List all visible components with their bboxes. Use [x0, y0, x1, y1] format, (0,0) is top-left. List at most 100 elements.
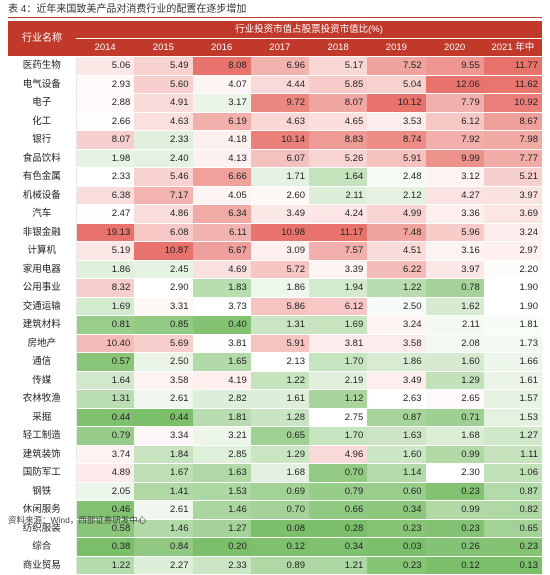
allocation-table: 行业名称 行业投资市值占股票投资市值比(%) 2014 2015 2016 2017 2… [8, 21, 542, 575]
value-cell: 1.29 [250, 445, 309, 464]
industry-name-cell: 食品饮料 [8, 149, 77, 168]
table-row: 电气设备 2.93 5.60 4.07 4.44 5.85 5.04 12.06 11.62 [8, 75, 542, 94]
value-cell: 0.89 [250, 556, 309, 575]
value-cell: 3.49 [250, 204, 309, 224]
value-cell: 3.16 [425, 241, 484, 261]
industry-name-cell: 通信 [8, 352, 77, 372]
table-row: 交通运输 1.69 3.31 3.73 5.86 6.12 2.50 1.62 1.90 [8, 297, 542, 316]
value-cell: 8.08 [192, 56, 251, 76]
value-cell: 2.82 [192, 389, 251, 409]
value-cell: 0.34 [309, 537, 368, 557]
year-header: 2019 [367, 38, 426, 57]
value-cell: 0.70 [250, 500, 309, 520]
value-cell: 2.33 [76, 167, 135, 187]
value-cell: 4.65 [309, 112, 368, 131]
value-cell: 6.07 [250, 149, 309, 168]
value-cell: 3.39 [309, 260, 368, 279]
value-cell: 2.65 [425, 389, 484, 409]
industry-name-cell: 综合 [8, 537, 77, 557]
value-cell: 2.97 [483, 241, 542, 261]
value-cell: 6.67 [192, 241, 251, 261]
value-cell: 0.40 [192, 315, 251, 335]
industry-name-cell: 纺织服装 [8, 519, 77, 538]
value-cell: 4.13 [192, 149, 251, 168]
value-cell: 7.92 [425, 130, 484, 150]
table-row: 建筑材料 0.81 0.85 0.40 1.31 1.69 3.24 2.11 1.81 [8, 315, 542, 335]
value-cell: 2.40 [134, 149, 193, 168]
table-row: 有色金属 2.33 5.46 6.66 1.71 1.64 2.48 3.12 5.21 [8, 167, 542, 187]
year-header: 2020 [425, 38, 484, 57]
value-cell: 1.62 [425, 297, 484, 316]
value-cell: 0.70 [309, 463, 368, 483]
value-cell: 0.69 [250, 482, 309, 501]
value-cell: 4.18 [192, 130, 251, 150]
industry-name-cell: 商业贸易 [8, 556, 77, 575]
value-cell: 1.60 [367, 445, 426, 464]
value-cell: 0.23 [483, 537, 542, 557]
value-cell: 3.69 [483, 204, 542, 224]
value-cell: 0.38 [76, 537, 135, 557]
table-row: 医药生物 5.06 5.49 8.08 6.96 5.17 7.52 9.55 11.77 [8, 56, 542, 76]
industry-name-cell: 电气设备 [8, 75, 77, 94]
value-cell: 0.66 [309, 500, 368, 520]
value-cell: 1.22 [250, 371, 309, 390]
value-cell: 1.71 [250, 167, 309, 187]
value-cell: 4.19 [192, 371, 251, 390]
year-header: 2016 [192, 38, 251, 57]
value-cell: 4.91 [134, 93, 193, 113]
value-cell: 1.57 [483, 389, 542, 409]
table-row: 采掘 0.44 0.44 1.81 1.28 2.75 0.87 0.71 1.53 [8, 408, 542, 427]
value-cell: 12.06 [425, 75, 484, 94]
value-cell: 2.12 [367, 186, 426, 205]
table-row: 钢铁 2.05 1.41 1.53 0.69 0.79 0.60 0.23 0.87 [8, 482, 542, 501]
value-cell: 0.65 [483, 519, 542, 538]
value-cell: 1.12 [309, 389, 368, 409]
value-cell: 1.11 [483, 445, 542, 464]
value-cell: 0.12 [250, 537, 309, 557]
value-cell: 2.11 [309, 186, 368, 205]
value-cell: 5.85 [309, 75, 368, 94]
value-cell: 1.68 [250, 463, 309, 483]
industry-name-cell: 房地产 [8, 334, 77, 353]
table-row: 综合 0.38 0.84 0.20 0.12 0.34 0.03 0.26 0.23 [8, 537, 542, 557]
value-cell: 1.86 [76, 260, 135, 279]
value-cell: 4.44 [250, 75, 309, 94]
value-cell: 2.88 [76, 93, 135, 113]
industry-name-cell: 农林牧渔 [8, 389, 77, 409]
value-cell: 3.81 [192, 334, 251, 353]
value-cell: 2.66 [76, 112, 135, 131]
value-cell: 4.63 [250, 112, 309, 131]
value-cell: 1.98 [76, 149, 135, 168]
value-cell: 3.49 [367, 371, 426, 390]
industry-name-cell: 电子 [8, 93, 77, 113]
industry-name-cell: 轻工制造 [8, 426, 77, 446]
value-cell: 0.44 [134, 408, 193, 427]
value-cell: 6.12 [309, 297, 368, 316]
value-cell: 2.05 [76, 482, 135, 501]
value-cell: 2.75 [309, 408, 368, 427]
year-header: 2015 [134, 38, 193, 57]
table-row: 计算机 5.19 10.87 6.67 3.09 7.57 4.51 3.16 2.97 [8, 241, 542, 261]
value-cell: 8.07 [309, 93, 368, 113]
table-row: 家用电器 1.86 2.45 4.69 5.72 3.39 6.22 3.97 2.20 [8, 260, 542, 279]
title-divider [8, 17, 542, 18]
value-cell: 7.57 [309, 241, 368, 261]
table-row: 电子 2.88 4.91 3.17 9.72 8.07 10.12 7.79 10.92 [8, 93, 542, 113]
industry-name-cell: 国防军工 [8, 463, 77, 483]
value-cell: 7.98 [483, 130, 542, 150]
value-cell: 1.66 [483, 352, 542, 372]
table-row: 房地产 10.40 5.69 3.81 5.91 3.81 3.58 2.08 1.73 [8, 334, 542, 353]
value-cell: 10.40 [76, 334, 135, 353]
value-cell: 1.63 [192, 463, 251, 483]
value-cell: 1.70 [309, 352, 368, 372]
value-cell: 0.26 [425, 537, 484, 557]
table-row: 通信 0.57 2.50 1.65 2.13 1.70 1.86 1.60 1.66 [8, 352, 542, 372]
industry-name-cell: 银行 [8, 130, 77, 150]
value-cell: 2.90 [134, 278, 193, 298]
value-cell: 1.69 [309, 315, 368, 335]
table-row: 机械设备 6.38 7.17 4.05 2.60 2.11 2.12 4.27 3.97 [8, 186, 542, 205]
value-cell: 10.87 [134, 241, 193, 261]
table-row: 休闲服务 0.46 2.61 1.46 0.70 0.66 0.34 0.99 0.82 [8, 500, 542, 520]
source-note: 资料来源：Wind，西部证券研发中心 [8, 515, 147, 525]
value-cell: 3.24 [483, 223, 542, 242]
